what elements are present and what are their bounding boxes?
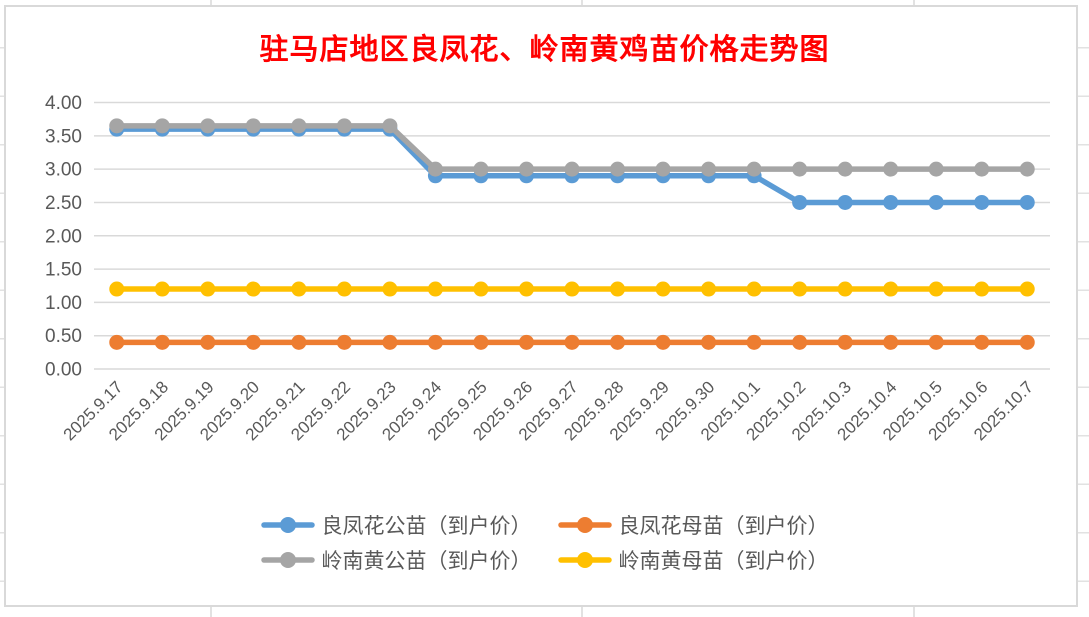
legend-row: 良凤花公苗（到户价） 良凤花母苗（到户价） [260, 510, 829, 540]
chart-legend: 良凤花公苗（到户价） 良凤花母苗（到户价） 岭南黄公苗（到户价） [0, 510, 1089, 575]
legend-line-marker-icon [260, 552, 315, 568]
chart-title: 驻马店地区良凤花、岭南黄鸡苗价格走势图 [259, 34, 830, 66]
legend-line-marker-icon [557, 517, 612, 533]
legend-item-label: 岭南黄母苗（到户价） [618, 549, 829, 573]
legend-item-label: 岭南黄公苗（到户价） [321, 549, 532, 573]
legend-item-lingnanhuang-female[interactable]: 岭南黄母苗（到户价） [557, 545, 829, 575]
legend-item-liangfenghua-female[interactable]: 良凤花母苗（到户价） [557, 510, 829, 540]
legend-item-liangfenghua-male[interactable]: 良凤花公苗（到户价） [260, 510, 532, 540]
legend-line-marker-icon [260, 517, 315, 533]
legend-line-marker-icon [557, 552, 612, 568]
chart-object[interactable] [4, 5, 1078, 607]
legend-row: 岭南黄公苗（到户价） 岭南黄母苗（到户价） [260, 545, 829, 575]
legend-item-label: 良凤花母苗（到户价） [618, 514, 829, 538]
legend-item-lingnanhuang-male[interactable]: 岭南黄公苗（到户价） [260, 545, 532, 575]
legend-item-label: 良凤花公苗（到户价） [321, 514, 532, 538]
